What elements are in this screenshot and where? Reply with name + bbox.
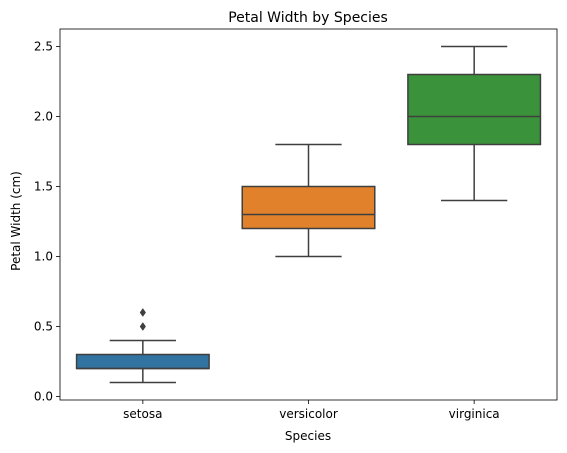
y-tick-label: 0.5 [34, 320, 53, 334]
box-virginica [407, 73, 542, 146]
box-setosa-outlier [139, 308, 146, 317]
y-tick-label: 0.0 [34, 390, 53, 404]
chart-title: Petal Width by Species [228, 10, 388, 26]
box-setosa [75, 353, 210, 370]
y-tick-label: 2.0 [34, 110, 53, 124]
x-axis-label: Species [285, 429, 331, 443]
y-tick-label: 1.0 [34, 250, 53, 264]
y-tick-label: 2.5 [34, 40, 53, 54]
y-tick-label: 1.5 [34, 180, 53, 194]
plot-area [75, 45, 542, 384]
x-tick-label: versicolor [279, 407, 338, 421]
y-axis-label: Petal Width (cm) [9, 171, 23, 271]
box-setosa-outlier [139, 322, 146, 331]
x-tick-label: setosa [123, 407, 162, 421]
box-versicolor [241, 185, 376, 230]
x-tick-label: virginica [449, 407, 500, 421]
